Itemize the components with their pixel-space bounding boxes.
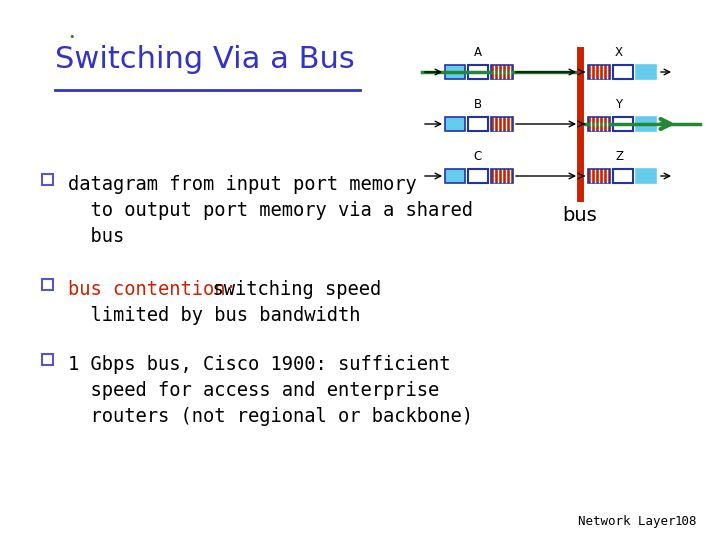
Bar [42, 174, 53, 185]
Bar [636, 117, 656, 131]
Text: Z: Z [615, 150, 623, 163]
Bar [588, 169, 610, 183]
Text: speed for access and enterprise: speed for access and enterprise [68, 381, 439, 400]
Bar [468, 65, 488, 79]
Bar [588, 117, 610, 131]
Bar [445, 117, 465, 131]
Text: 108: 108 [675, 515, 698, 528]
Bar [636, 169, 656, 183]
Text: bus: bus [68, 227, 125, 246]
Text: Network Layer: Network Layer [578, 515, 675, 528]
Bar [491, 169, 513, 183]
Bar [588, 65, 610, 79]
Bar [636, 65, 656, 79]
Bar [491, 117, 513, 131]
Text: C: C [474, 150, 482, 163]
Bar [42, 354, 53, 365]
Bar [613, 117, 633, 131]
Text: datagram from input port memory: datagram from input port memory [68, 175, 417, 194]
Text: bus: bus [562, 206, 598, 225]
Bar [42, 279, 53, 290]
Bar [468, 169, 488, 183]
Bar [491, 65, 513, 79]
Text: Switching Via a Bus: Switching Via a Bus [55, 45, 355, 74]
Text: •: • [68, 32, 74, 42]
Text: B: B [474, 98, 482, 111]
Text: X: X [615, 46, 623, 59]
Text: to output port memory via a shared: to output port memory via a shared [68, 201, 473, 220]
Text: 1 Gbps bus, Cisco 1900: sufficient: 1 Gbps bus, Cisco 1900: sufficient [68, 355, 451, 374]
Bar [445, 65, 465, 79]
Text: bus contention:: bus contention: [68, 280, 237, 299]
Bar [445, 169, 465, 183]
Text: switching speed: switching speed [189, 280, 381, 299]
Text: routers (not regional or backbone): routers (not regional or backbone) [68, 407, 473, 426]
Text: Y: Y [616, 98, 623, 111]
Text: limited by bus bandwidth: limited by bus bandwidth [68, 306, 361, 325]
Bar [613, 65, 633, 79]
Text: A: A [474, 46, 482, 59]
Bar [613, 169, 633, 183]
Bar [468, 117, 488, 131]
